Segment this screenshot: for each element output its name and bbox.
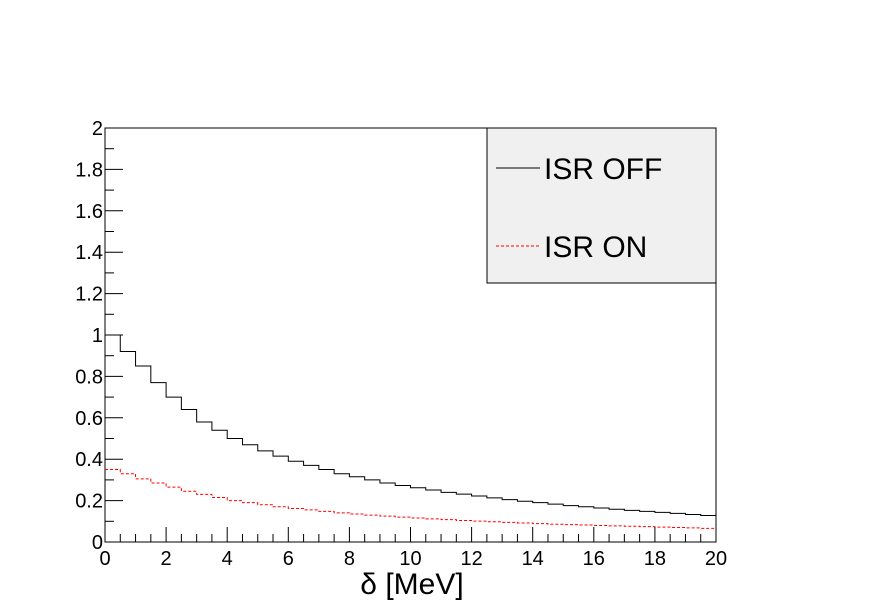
y-tick-label: 1.4 [75, 242, 103, 264]
axes-group: 0 2 4 6 8 10 12 14 16 18 20 0 0.2 0.4 0.6 0.8 1 1.2 1.4 1.6… [75, 118, 727, 570]
y-tick-label: 0.4 [75, 449, 103, 471]
y-tick-label: 1.2 [75, 284, 103, 306]
y-tick-label: 0 [92, 532, 103, 554]
y-tick-label: 2 [92, 118, 103, 140]
series-line-isr-off [105, 334, 716, 517]
x-tick-label: 18 [644, 548, 666, 570]
x-tick-label: 6 [283, 548, 294, 570]
legend-label: ISR ON [544, 231, 647, 264]
y-tick-label: 0.2 [75, 491, 103, 513]
x-tick-label: 16 [583, 548, 605, 570]
y-tick-label: 1.8 [75, 159, 103, 181]
x-tick-label: 14 [522, 548, 544, 570]
x-tick-label: 8 [344, 548, 355, 570]
x-tick-label: 4 [222, 548, 233, 570]
series-group [105, 334, 716, 529]
series-line-isr-on [105, 469, 716, 529]
y-tick-label: 0.6 [75, 408, 103, 430]
legend-box [486, 127, 717, 284]
x-axis-title: δ [MeV] [360, 568, 463, 601]
legend-label: ISR OFF [544, 153, 662, 186]
y-tick-label: 0.8 [75, 366, 103, 388]
y-tick-label: 1 [92, 325, 103, 347]
x-tick-label: 20 [705, 548, 727, 570]
y-tick-label: 1.6 [75, 201, 103, 223]
x-tick-label: 0 [99, 548, 110, 570]
x-tick-label: 12 [460, 548, 482, 570]
x-tick-label: 10 [399, 548, 421, 570]
x-tick-label: 2 [161, 548, 172, 570]
legend: ISR OFF ISR ON [486, 127, 717, 284]
